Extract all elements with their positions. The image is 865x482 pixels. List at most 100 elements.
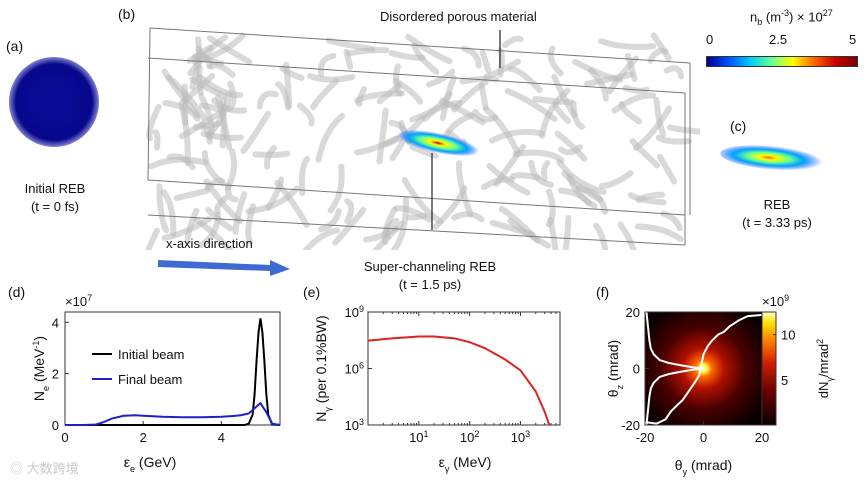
y-axis-label: Ne (MeV-1): [31, 336, 51, 401]
final-reb-caption-line1: REB: [763, 197, 791, 212]
fiber: [501, 35, 524, 49]
fiber: [206, 35, 253, 65]
fiber: [479, 49, 492, 74]
colorbar-tick-label: 10: [781, 328, 795, 343]
y-tick-label: 4: [52, 315, 59, 330]
fiber: [226, 80, 237, 113]
fiber: [634, 223, 684, 243]
fiber: [551, 73, 578, 118]
fiber: [611, 92, 657, 114]
fiber: [541, 160, 551, 182]
fiber: [192, 53, 213, 70]
fiber: [461, 45, 482, 69]
fiber: [633, 105, 672, 151]
x-tick-label: 0: [700, 430, 707, 445]
colorbar-label: dNγ/mrad2: [815, 339, 835, 398]
plot-frame: [367, 311, 561, 426]
colorbar-tick-label: 5: [781, 373, 788, 388]
fiber: [660, 210, 683, 232]
fiber: [556, 159, 607, 195]
fiber: [483, 58, 521, 81]
plot-frame: [64, 311, 281, 426]
watermark: ◎ 大数跨境: [10, 458, 79, 477]
final-reb-caption-line2: (t = 3.33 ps): [742, 215, 812, 230]
y-axis-label: Nγ (per 0.1%BW): [313, 315, 333, 421]
fiber: [667, 124, 700, 135]
fiber: [265, 176, 285, 211]
fiber: [512, 149, 565, 164]
fiber: [214, 94, 233, 150]
fiber: [315, 112, 346, 163]
fiber: [570, 100, 586, 130]
panel-d-label: (d): [8, 284, 26, 300]
photon-spectrum-chart: 101 102 103 103 106 109 εγ (MeV) Nγ (per 0.1%BW…: [313, 304, 561, 474]
fiber: [557, 144, 584, 156]
fiber: [162, 99, 201, 122]
x-tick-label: 4: [218, 430, 225, 445]
x-axis-direction-arrow: [158, 260, 290, 276]
fiber: [391, 195, 409, 250]
fiber: [310, 78, 340, 111]
fiber: [422, 100, 463, 122]
fiber: [486, 162, 531, 196]
fiber: [557, 187, 592, 207]
fiber: [627, 192, 667, 206]
fiber: [383, 217, 400, 240]
x-tick-label: 102: [460, 429, 479, 445]
fiber: [593, 222, 609, 250]
final-reb-caption: REB (t = 3.33 ps): [722, 196, 832, 232]
fiber: [296, 102, 315, 127]
fiber: [173, 187, 211, 202]
y-tick-label: 106: [345, 361, 364, 377]
fiber: [152, 129, 161, 151]
fiber: [298, 155, 311, 197]
fiber: [376, 107, 389, 165]
profile-x-line: [645, 311, 704, 426]
super-channeling-caption-line2: (t = 1.5 ps): [398, 277, 462, 292]
fiber: [240, 110, 271, 154]
fiber: [647, 48, 669, 64]
x-tick-label: 101: [409, 429, 428, 445]
final-beam-image: [720, 145, 828, 171]
y-tick-label: 0: [52, 418, 59, 433]
fiber: [156, 183, 170, 234]
fiber: [575, 185, 608, 216]
y-tick-label: 109: [345, 304, 364, 320]
angular-distribution-chart: -20 0 20 -20 0 20 θy (mrad) θz (mrad) 5 10 ×109 dNγ…: [605, 293, 835, 477]
fiber: [317, 208, 342, 233]
x-tick-label: 20: [755, 430, 769, 445]
profile-y-line: [644, 313, 763, 425]
y-tick-label: -20: [621, 418, 640, 433]
energy-spectrum-chart: 0 2 4 0 2 4 ×107 εe (GeV) Ne (MeV-1) Initial beam…: [31, 293, 281, 474]
panel-e-label: (e): [303, 284, 321, 300]
fiber: [598, 170, 634, 189]
fiber: [459, 75, 500, 85]
fiber: [547, 216, 559, 250]
initial-reb-caption-line1: Initial REB: [24, 181, 86, 196]
fiber: [389, 139, 406, 162]
fiber: [354, 90, 405, 104]
series-line-initial-beam: [65, 318, 281, 426]
fiber: [205, 206, 234, 232]
panel-b-label: (b): [118, 6, 136, 22]
x-axis-label: θy (mrad): [675, 457, 732, 477]
initial-reb-caption-line2: (t = 0 fs): [30, 199, 80, 214]
watermark-icon: ◎: [10, 461, 27, 476]
fiber: [478, 82, 489, 111]
fiber: [655, 134, 693, 145]
super-channeling-caption-line1: Super-channeling REB: [363, 259, 497, 274]
fiber: [406, 212, 428, 221]
fiber: [206, 91, 232, 137]
panel-f-label: (f): [596, 284, 610, 300]
fiber: [200, 121, 213, 145]
fiber: [656, 153, 678, 185]
fiber: [344, 198, 355, 225]
fiber: [327, 163, 345, 214]
initial-beam-disk: [9, 57, 99, 147]
density-tick: 0: [706, 32, 714, 47]
fiber: [456, 160, 474, 217]
density-colorbar: [706, 56, 858, 67]
fiber: [232, 191, 248, 235]
y-tick-label: 0: [633, 362, 640, 377]
fiber: [208, 62, 236, 78]
